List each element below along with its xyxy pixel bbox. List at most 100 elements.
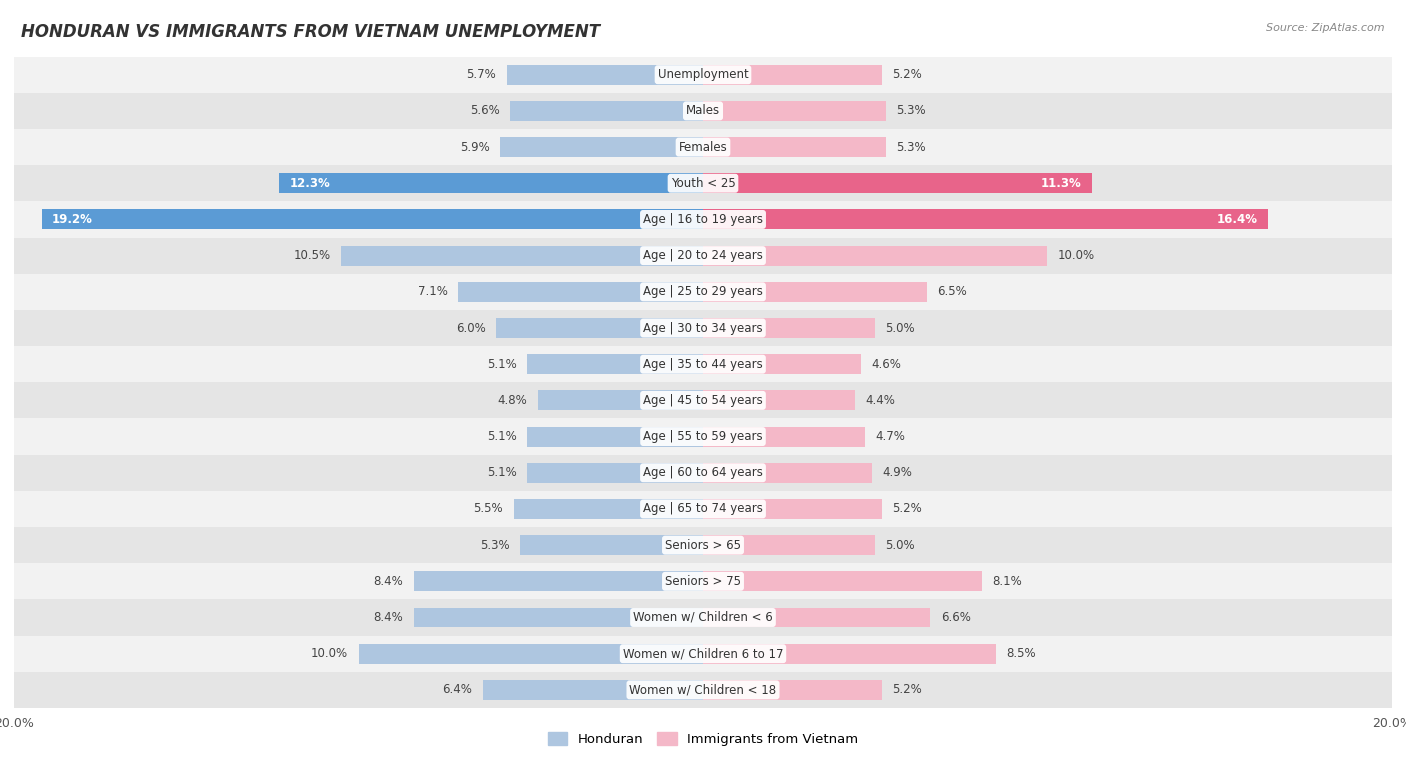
Bar [703, 680, 882, 699]
Bar [14, 129, 1392, 165]
Bar [14, 201, 1392, 238]
Bar [499, 137, 703, 157]
Text: 4.4%: 4.4% [865, 394, 894, 407]
Text: 8.4%: 8.4% [374, 575, 404, 587]
Text: 5.2%: 5.2% [893, 68, 922, 81]
Bar [527, 463, 703, 483]
Bar [14, 527, 1392, 563]
Bar [42, 210, 703, 229]
Text: Women w/ Children < 6: Women w/ Children < 6 [633, 611, 773, 624]
Bar [703, 463, 872, 483]
Text: 8.4%: 8.4% [374, 611, 404, 624]
Bar [14, 491, 1392, 527]
Text: 19.2%: 19.2% [52, 213, 93, 226]
Text: 4.6%: 4.6% [872, 358, 901, 371]
Bar [703, 173, 1092, 193]
Bar [14, 382, 1392, 419]
Bar [513, 499, 703, 519]
Text: 5.3%: 5.3% [896, 141, 925, 154]
Text: 4.7%: 4.7% [875, 430, 905, 443]
Bar [703, 499, 882, 519]
Text: 5.1%: 5.1% [488, 358, 517, 371]
Bar [14, 600, 1392, 636]
Legend: Honduran, Immigrants from Vietnam: Honduran, Immigrants from Vietnam [543, 726, 863, 751]
Text: 10.0%: 10.0% [311, 647, 349, 660]
Bar [527, 427, 703, 447]
Text: 10.5%: 10.5% [294, 249, 330, 262]
Text: 5.1%: 5.1% [488, 430, 517, 443]
Bar [703, 101, 886, 121]
Bar [537, 391, 703, 410]
Bar [703, 282, 927, 302]
Bar [14, 419, 1392, 455]
Text: 7.1%: 7.1% [418, 285, 449, 298]
Text: Age | 65 to 74 years: Age | 65 to 74 years [643, 503, 763, 516]
Bar [14, 346, 1392, 382]
Bar [703, 65, 882, 85]
Bar [14, 563, 1392, 600]
Text: Age | 35 to 44 years: Age | 35 to 44 years [643, 358, 763, 371]
Bar [14, 274, 1392, 310]
Text: 5.2%: 5.2% [893, 684, 922, 696]
Text: 5.0%: 5.0% [886, 539, 915, 552]
Bar [506, 65, 703, 85]
Bar [703, 535, 875, 555]
Bar [14, 455, 1392, 491]
Text: 4.9%: 4.9% [882, 466, 912, 479]
Bar [703, 318, 875, 338]
Bar [482, 680, 703, 699]
Bar [496, 318, 703, 338]
Text: Age | 55 to 59 years: Age | 55 to 59 years [643, 430, 763, 443]
Text: 6.0%: 6.0% [456, 322, 486, 335]
Bar [14, 636, 1392, 671]
Text: 5.5%: 5.5% [474, 503, 503, 516]
Text: 5.2%: 5.2% [893, 503, 922, 516]
Bar [342, 246, 703, 266]
Bar [703, 643, 995, 664]
Text: 4.8%: 4.8% [498, 394, 527, 407]
Text: Age | 20 to 24 years: Age | 20 to 24 years [643, 249, 763, 262]
Bar [14, 238, 1392, 274]
Text: Age | 60 to 64 years: Age | 60 to 64 years [643, 466, 763, 479]
Bar [520, 535, 703, 555]
Bar [703, 572, 981, 591]
Text: Youth < 25: Youth < 25 [671, 177, 735, 190]
Text: Source: ZipAtlas.com: Source: ZipAtlas.com [1267, 23, 1385, 33]
Bar [703, 210, 1268, 229]
Text: 5.3%: 5.3% [896, 104, 925, 117]
Text: Seniors > 65: Seniors > 65 [665, 539, 741, 552]
Text: Unemployment: Unemployment [658, 68, 748, 81]
Bar [14, 310, 1392, 346]
Text: Females: Females [679, 141, 727, 154]
Text: Males: Males [686, 104, 720, 117]
Bar [413, 572, 703, 591]
Text: Age | 30 to 34 years: Age | 30 to 34 years [643, 322, 763, 335]
Bar [14, 671, 1392, 708]
Bar [458, 282, 703, 302]
Text: Women w/ Children < 18: Women w/ Children < 18 [630, 684, 776, 696]
Bar [527, 354, 703, 374]
Bar [280, 173, 703, 193]
Text: 16.4%: 16.4% [1216, 213, 1257, 226]
Text: HONDURAN VS IMMIGRANTS FROM VIETNAM UNEMPLOYMENT: HONDURAN VS IMMIGRANTS FROM VIETNAM UNEM… [21, 23, 600, 41]
Bar [703, 354, 862, 374]
Bar [703, 246, 1047, 266]
Text: 6.6%: 6.6% [941, 611, 970, 624]
Text: 12.3%: 12.3% [290, 177, 330, 190]
Text: Seniors > 75: Seniors > 75 [665, 575, 741, 587]
Bar [14, 93, 1392, 129]
Bar [703, 427, 865, 447]
Text: Age | 45 to 54 years: Age | 45 to 54 years [643, 394, 763, 407]
Text: 6.4%: 6.4% [443, 684, 472, 696]
Text: 10.0%: 10.0% [1057, 249, 1095, 262]
Bar [703, 137, 886, 157]
Text: 5.7%: 5.7% [467, 68, 496, 81]
Text: 5.0%: 5.0% [886, 322, 915, 335]
Bar [413, 608, 703, 628]
Bar [14, 57, 1392, 93]
Text: 5.6%: 5.6% [470, 104, 499, 117]
Bar [510, 101, 703, 121]
Text: Women w/ Children 6 to 17: Women w/ Children 6 to 17 [623, 647, 783, 660]
Bar [703, 391, 855, 410]
Text: Age | 25 to 29 years: Age | 25 to 29 years [643, 285, 763, 298]
